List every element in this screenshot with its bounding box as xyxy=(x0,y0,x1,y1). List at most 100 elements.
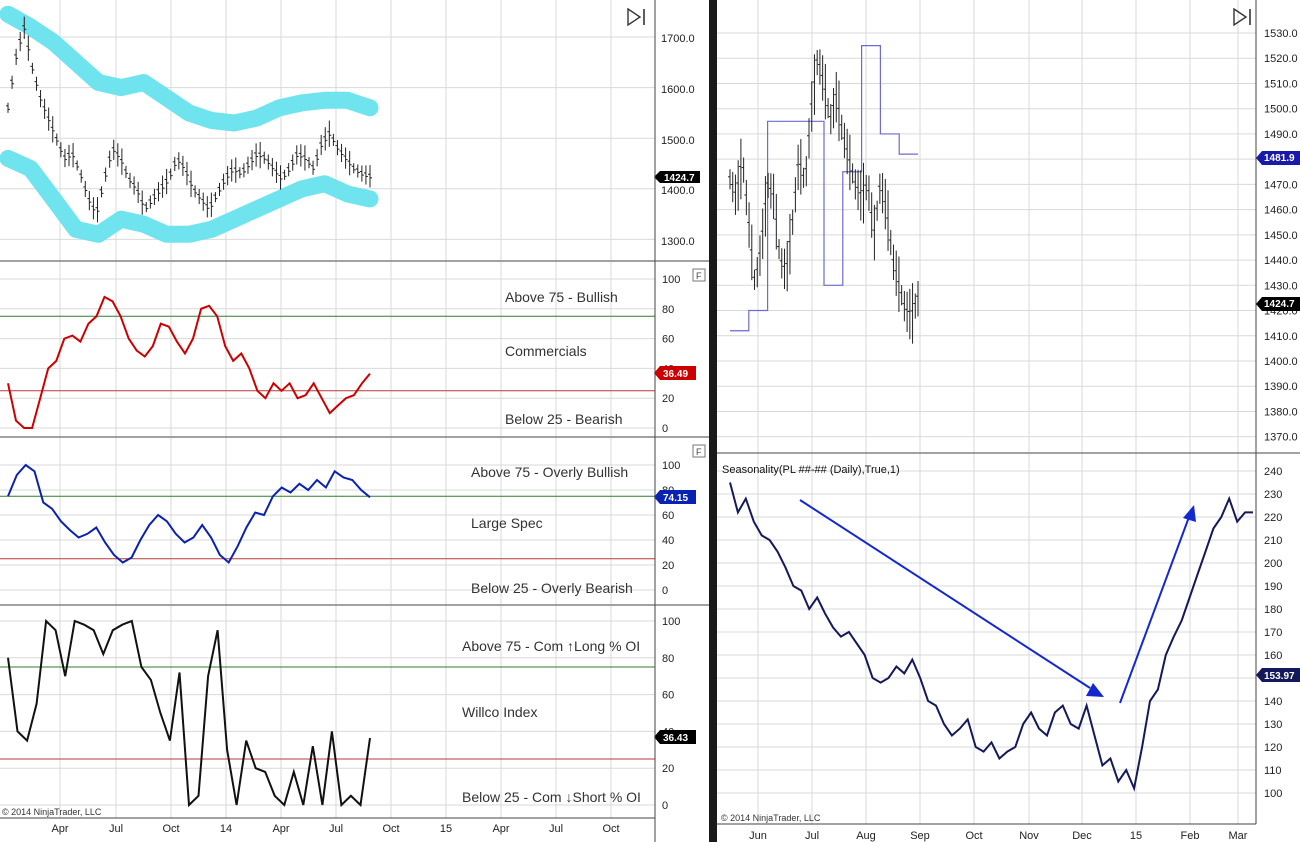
y-tick: 1440.0 xyxy=(1264,255,1298,267)
y-tick: 190 xyxy=(1264,581,1282,593)
willco-panel: Above 75 - Com ↑Long % OI Willco Index B… xyxy=(0,606,696,835)
seasonality-value-label: 153.97 xyxy=(1264,671,1295,682)
right-price-axis: 1530.01520.01510.01500.01490.01480.01470… xyxy=(1264,28,1298,444)
seasonality-grid xyxy=(717,454,1256,824)
commercials-above-label: Above 75 - Bullish xyxy=(505,289,618,305)
x-tick: Nov xyxy=(1019,830,1039,842)
y-tick: 1490.0 xyxy=(1264,129,1298,141)
flag-label: F xyxy=(696,271,702,281)
y-tick: 20 xyxy=(662,763,674,775)
willco-above-label: Above 75 - Com ↑Long % OI xyxy=(462,638,640,654)
y-tick: 180 xyxy=(1264,604,1282,616)
last-price-flag: 1424.7 xyxy=(654,171,700,184)
pane-divider[interactable] xyxy=(709,0,717,842)
y-tick: 40 xyxy=(662,535,674,547)
left-price-bars xyxy=(6,16,372,223)
y-tick: 1370.0 xyxy=(1264,432,1298,444)
large-spec-line xyxy=(7,463,371,565)
y-tick: 0 xyxy=(662,585,668,597)
willco-axis: 100806040200 xyxy=(662,616,680,812)
step-value-label: 1481.9 xyxy=(1264,153,1295,164)
x-tick: Oct xyxy=(602,823,619,835)
x-tick: Jul xyxy=(805,830,819,842)
y-tick: 1530.0 xyxy=(1264,28,1298,40)
last-price-flag-right: 1424.7 xyxy=(1256,297,1300,311)
y-tick: 140 xyxy=(1264,696,1282,708)
copyright-left: © 2014 NinjaTrader, LLC xyxy=(2,807,102,817)
y-tick: 200 xyxy=(1264,558,1282,570)
y-tick: 0 xyxy=(662,800,668,812)
step-line xyxy=(730,45,918,332)
x-tick: Aug xyxy=(856,830,876,842)
x-tick: Jul xyxy=(329,823,343,835)
y-tick: 120 xyxy=(1264,742,1282,754)
y-tick: 230 xyxy=(1264,489,1282,501)
y-tick: 1400.0 xyxy=(1264,356,1298,368)
large-spec-value-label: 74.15 xyxy=(663,493,688,504)
right-price-grid xyxy=(717,0,1256,453)
large-spec-panel: Above 75 - Overly Bullish Large Spec Bel… xyxy=(0,438,706,605)
last-price-label: 1424.7 xyxy=(664,173,695,184)
y-tick: 220 xyxy=(1264,512,1282,524)
y-tick: 80 xyxy=(662,653,674,665)
large-spec-above-label: Above 75 - Overly Bullish xyxy=(471,464,628,480)
y-tick: 1510.0 xyxy=(1264,78,1298,90)
x-tick: Sep xyxy=(910,830,930,842)
y-tick: 100 xyxy=(662,616,680,628)
commercials-value-label: 36.49 xyxy=(663,369,688,380)
last-price-label-right: 1424.7 xyxy=(1264,299,1295,310)
right-price-panel: 1530.01520.01510.01500.01490.01480.01470… xyxy=(717,0,1300,453)
x-tick: Jul xyxy=(549,823,563,835)
large-spec-below-label: Below 25 - Overly Bearish xyxy=(471,580,633,596)
willco-title: Willco Index xyxy=(462,704,537,720)
willco-grid xyxy=(0,606,655,818)
commercials-line xyxy=(7,295,371,429)
y-tick: 1300.0 xyxy=(661,236,695,248)
flag-label: F xyxy=(696,447,702,457)
panel-flag-icon[interactable]: F xyxy=(692,268,706,282)
x-tick: Apr xyxy=(492,823,509,835)
willco-value-label: 36.43 xyxy=(663,733,688,744)
y-tick: 1500.0 xyxy=(661,135,695,147)
y-tick: 1390.0 xyxy=(1264,381,1298,393)
step-value-flag: 1481.9 xyxy=(1256,151,1300,165)
x-tick: Apr xyxy=(272,823,289,835)
commercials-below-label: Below 25 - Bearish xyxy=(505,411,623,427)
x-tick: Feb xyxy=(1181,830,1200,842)
scroll-to-end-icon[interactable] xyxy=(1233,7,1251,27)
x-tick: Mar xyxy=(1229,830,1248,842)
lower-envelope-band xyxy=(0,149,379,243)
commercials-axis: 100806040200 xyxy=(662,274,680,435)
x-tick: Jun xyxy=(749,830,767,842)
seasonality-axis: 2402302202102001901801701601501401301201… xyxy=(1264,466,1282,800)
down-trend-arrow xyxy=(799,499,1104,697)
willco-value-flag: 36.43 xyxy=(654,730,696,744)
y-tick: 240 xyxy=(1264,466,1282,478)
y-tick: 100 xyxy=(662,460,680,472)
y-tick: 60 xyxy=(662,334,674,346)
left-price-panel: 1700.0 1600.0 1500.0 1400.0 1300.0 1424.… xyxy=(0,0,700,261)
seasonality-line xyxy=(729,482,1253,792)
y-tick: 170 xyxy=(1264,627,1282,639)
y-tick: 1600.0 xyxy=(661,84,695,96)
y-tick: 1380.0 xyxy=(1264,406,1298,418)
y-tick: 20 xyxy=(662,393,674,405)
x-tick: Oct xyxy=(162,823,179,835)
y-tick: 130 xyxy=(1264,719,1282,731)
panel-flag-icon[interactable]: F xyxy=(692,444,706,458)
x-tick: Dec xyxy=(1072,830,1092,842)
copyright-right: © 2014 NinjaTrader, LLC xyxy=(721,813,821,823)
x-tick: 14 xyxy=(220,823,232,835)
commercials-value-flag: 36.49 xyxy=(654,366,696,380)
y-tick: 1470.0 xyxy=(1264,179,1298,191)
scroll-to-end-icon[interactable] xyxy=(627,7,645,27)
seasonality-panel: Seasonality(PL ##-## (Daily),True,1) 240… xyxy=(717,454,1300,842)
commercials-panel: Above 75 - Bullish Commercials Below 25 … xyxy=(0,262,706,437)
y-tick: 1500.0 xyxy=(1264,104,1298,116)
large-spec-title: Large Spec xyxy=(471,515,543,531)
y-tick: 0 xyxy=(662,423,668,435)
x-tick: Oct xyxy=(965,830,982,842)
willco-below-label: Below 25 - Com ↓Short % OI xyxy=(462,789,641,805)
